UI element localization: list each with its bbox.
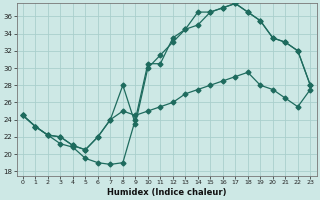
- X-axis label: Humidex (Indice chaleur): Humidex (Indice chaleur): [107, 188, 226, 197]
